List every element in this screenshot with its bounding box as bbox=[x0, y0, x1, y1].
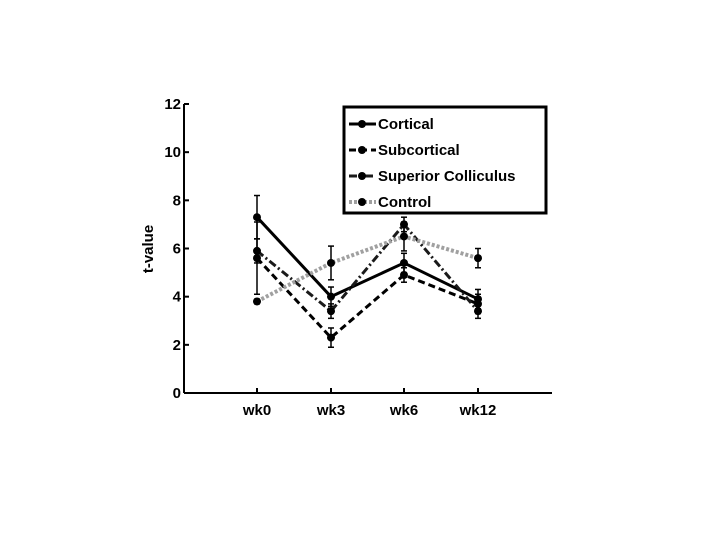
data-point bbox=[400, 258, 408, 267]
y-tick-label: 12 bbox=[164, 96, 181, 113]
y-tick-label: 2 bbox=[173, 337, 181, 354]
data-point bbox=[327, 333, 335, 342]
data-point bbox=[474, 254, 482, 263]
series-line bbox=[256, 234, 479, 304]
y-tick-label: 4 bbox=[173, 289, 182, 306]
legend-swatch-marker bbox=[358, 146, 366, 154]
data-point bbox=[253, 213, 261, 222]
series-3 bbox=[253, 221, 482, 306]
data-point bbox=[327, 307, 335, 316]
series-line bbox=[255, 216, 479, 301]
series-2 bbox=[253, 216, 482, 320]
x-tick-label: wk0 bbox=[242, 402, 271, 419]
y-axis-label: t-value bbox=[140, 225, 157, 273]
legend-box bbox=[342, 105, 548, 215]
legend-label: Subcortical bbox=[378, 142, 460, 159]
series-layer bbox=[253, 194, 482, 348]
x-tick-label: wk6 bbox=[389, 402, 418, 419]
data-point bbox=[253, 297, 261, 306]
y-tick-label: 0 bbox=[173, 385, 181, 402]
legend-swatch-marker bbox=[358, 198, 366, 206]
legend-swatch-marker bbox=[358, 120, 366, 128]
y-tick-label: 8 bbox=[173, 192, 181, 209]
series-line bbox=[255, 257, 479, 340]
y-tick-label: 10 bbox=[164, 144, 181, 161]
legend-swatch-marker bbox=[358, 172, 366, 180]
axes: 0 2 4 6 8 10 12 wk0 wk3 wk6 wk12 bbox=[164, 96, 552, 419]
legend: Cortical Subcortical Superior Colliculus Co… bbox=[342, 105, 548, 215]
series-line bbox=[256, 222, 480, 313]
data-point bbox=[474, 307, 482, 316]
x-tick-label: wk12 bbox=[459, 402, 497, 419]
data-point bbox=[327, 258, 335, 267]
legend-label: Superior Colliculus bbox=[378, 168, 516, 185]
legend-label: Control bbox=[378, 194, 431, 211]
data-point bbox=[327, 292, 335, 301]
data-point bbox=[253, 246, 261, 255]
x-tick-label: wk3 bbox=[316, 402, 345, 419]
y-tick-label: 6 bbox=[173, 241, 181, 258]
data-point bbox=[400, 270, 408, 279]
data-point bbox=[400, 232, 408, 241]
legend-label: Cortical bbox=[378, 116, 434, 133]
